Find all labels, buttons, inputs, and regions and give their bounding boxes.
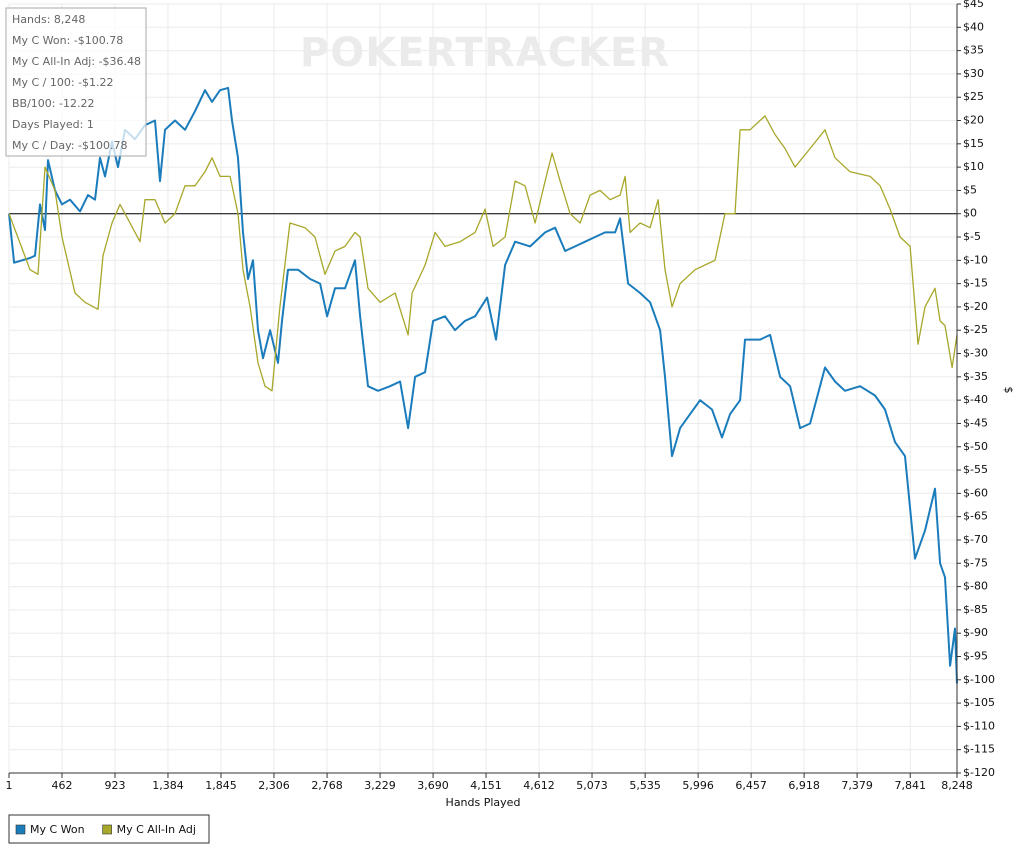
x-tick-label: 6,918 (788, 779, 820, 792)
info-line: My C All-In Adj: -$36.48 (12, 55, 141, 68)
x-tick-label: 4,612 (523, 779, 555, 792)
info-line: Hands: 8,248 (12, 13, 85, 26)
y-tick-label: $-65 (963, 510, 988, 523)
y-tick-label: $-50 (963, 440, 988, 453)
legend-swatch (15, 824, 26, 835)
y-tick-label: $-75 (963, 556, 988, 569)
legend-swatch (102, 824, 112, 835)
x-tick-label: 4,151 (470, 779, 502, 792)
x-tick-label: 1,845 (205, 779, 237, 792)
y-tick-label: $-70 (963, 533, 988, 546)
x-tick-label: 1,384 (152, 779, 184, 792)
info-line: My C Won: -$100.78 (12, 34, 123, 47)
y-tick-label: $-20 (963, 300, 988, 313)
y-tick-label: $10 (963, 160, 984, 173)
y-tick-label: $-5 (963, 230, 981, 243)
y-tick-label: $35 (963, 44, 984, 57)
watermark: POKERTRACKER (300, 30, 670, 76)
y-tick-label: $-45 (963, 416, 988, 429)
axes: $45 $40 $35 $30 $25 $20 $15 $10 $5 $0 $-5 $-10 $-15 $… (6, 0, 995, 792)
y-tick-label: $25 (963, 90, 984, 103)
legend: My C Won My C All-In Adj (8, 814, 210, 844)
x-tick-label: 2,768 (311, 779, 343, 792)
y-tick-label: $-100 (963, 673, 995, 686)
x-tick-label: 2,306 (258, 779, 290, 792)
x-tick-label: 6,457 (735, 779, 767, 792)
info-line: My C / 100: -$1.22 (12, 76, 114, 89)
y-tick-label: $15 (963, 137, 984, 150)
info-line: BB/100: -12.22 (12, 97, 94, 110)
x-axis-label: Hands Played (446, 796, 521, 809)
x-tick-label: 3,690 (417, 779, 449, 792)
y-tick-label: $-80 (963, 580, 988, 593)
y-tick-label: $-35 (963, 370, 988, 383)
x-tick-label: 7,379 (841, 779, 873, 792)
y-tick-label: $-30 (963, 347, 988, 360)
y-tick-label: $-110 (963, 719, 995, 732)
x-tick-label: 5,535 (629, 779, 661, 792)
y-axis-label: $ (1002, 387, 1015, 394)
y-tick-label: $-85 (963, 603, 988, 616)
x-tick-label: 462 (51, 779, 72, 792)
info-line: My C / Day: -$100.78 (12, 139, 127, 152)
x-tick-label: 3,229 (364, 779, 396, 792)
y-tick-label: $-15 (963, 277, 988, 290)
y-tick-label: $30 (963, 67, 984, 80)
y-tick-label: $5 (963, 183, 977, 196)
y-tick-label: $-115 (963, 743, 995, 756)
x-tick-label: 1 (6, 779, 13, 792)
y-tick-label: $-105 (963, 696, 995, 709)
x-tick-label: 5,996 (682, 779, 714, 792)
legend-label: My C All-In Adj (117, 823, 196, 836)
y-tick-label: $-40 (963, 393, 988, 406)
x-tick-label: 8,248 (941, 779, 973, 792)
info-line: Days Played: 1 (12, 118, 94, 131)
y-tick-label: $0 (963, 207, 977, 220)
info-box-frame (5, 7, 147, 157)
y-tick-label: $45 (963, 0, 984, 10)
y-tick-label: $-95 (963, 649, 988, 662)
series-line (8, 115, 958, 392)
y-tick-label: $20 (963, 114, 984, 127)
y-tick-label: $-55 (963, 463, 988, 476)
y-tick-label: $-60 (963, 486, 988, 499)
y-tick-label: $-120 (963, 766, 995, 779)
x-tick-label: 923 (104, 779, 125, 792)
info-box: Hands: 8,248 My C Won: -$100.78 My C All-I… (5, 7, 147, 157)
y-tick-label: $40 (963, 20, 984, 33)
y-tick-label: $-25 (963, 323, 988, 336)
legend-label: My C Won (30, 823, 85, 836)
y-tick-label: $-90 (963, 626, 988, 639)
x-tick-label: 7,841 (894, 779, 926, 792)
x-tick-label: 5,073 (576, 779, 608, 792)
y-tick-label: $-10 (963, 253, 988, 266)
